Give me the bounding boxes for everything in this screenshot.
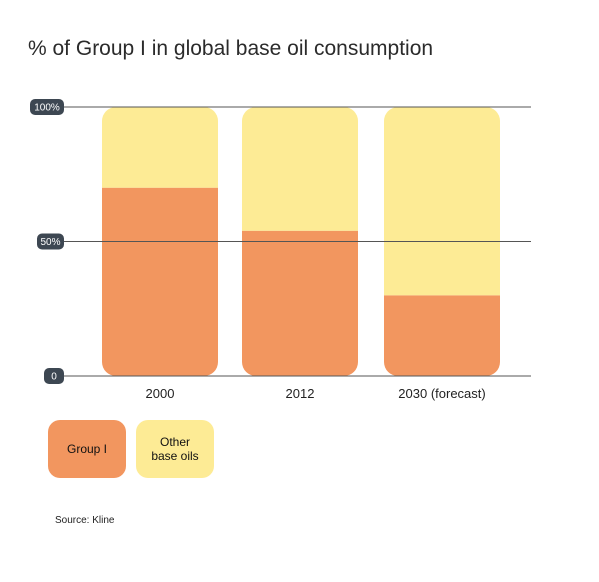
- y-tick-pill: [30, 99, 64, 115]
- x-tick-label: 2030 (forecast): [398, 386, 485, 401]
- source-note: Source: Kline: [55, 515, 115, 526]
- x-tick-label: 2000: [146, 386, 175, 401]
- y-tick-label: 100%: [34, 103, 60, 114]
- legend-label-other-line-1: Other: [159, 435, 190, 449]
- bar-group-2: [384, 107, 500, 376]
- bar-other-base-oils-2012: [242, 107, 358, 231]
- bar-group-1-2030-forecast-: [384, 295, 500, 376]
- x-tick-label: 2012: [286, 386, 315, 401]
- y-tick-label: 0: [51, 372, 57, 383]
- y-tick-label: 50%: [40, 237, 60, 248]
- bar-group-1-2012: [242, 230, 358, 376]
- legend-item-group-1: Group I: [48, 420, 126, 478]
- bar-other-base-oils-2000: [102, 107, 218, 188]
- y-tick-pill: [37, 233, 64, 250]
- bar-group-0: [102, 107, 218, 376]
- bar-other-base-oils-2030-forecast-: [384, 107, 500, 296]
- chart-title: % of Group I in global base oil consumpt…: [28, 37, 434, 60]
- bar-group-1: [242, 107, 358, 376]
- y-tick-pill: [44, 368, 64, 384]
- bar-group-1-2000: [102, 187, 218, 376]
- legend-item-other-base-oils: Other base oils: [136, 420, 214, 478]
- legend-label-other-line-2: base oils: [151, 449, 199, 463]
- legend-label-group-1: Group I: [66, 442, 108, 456]
